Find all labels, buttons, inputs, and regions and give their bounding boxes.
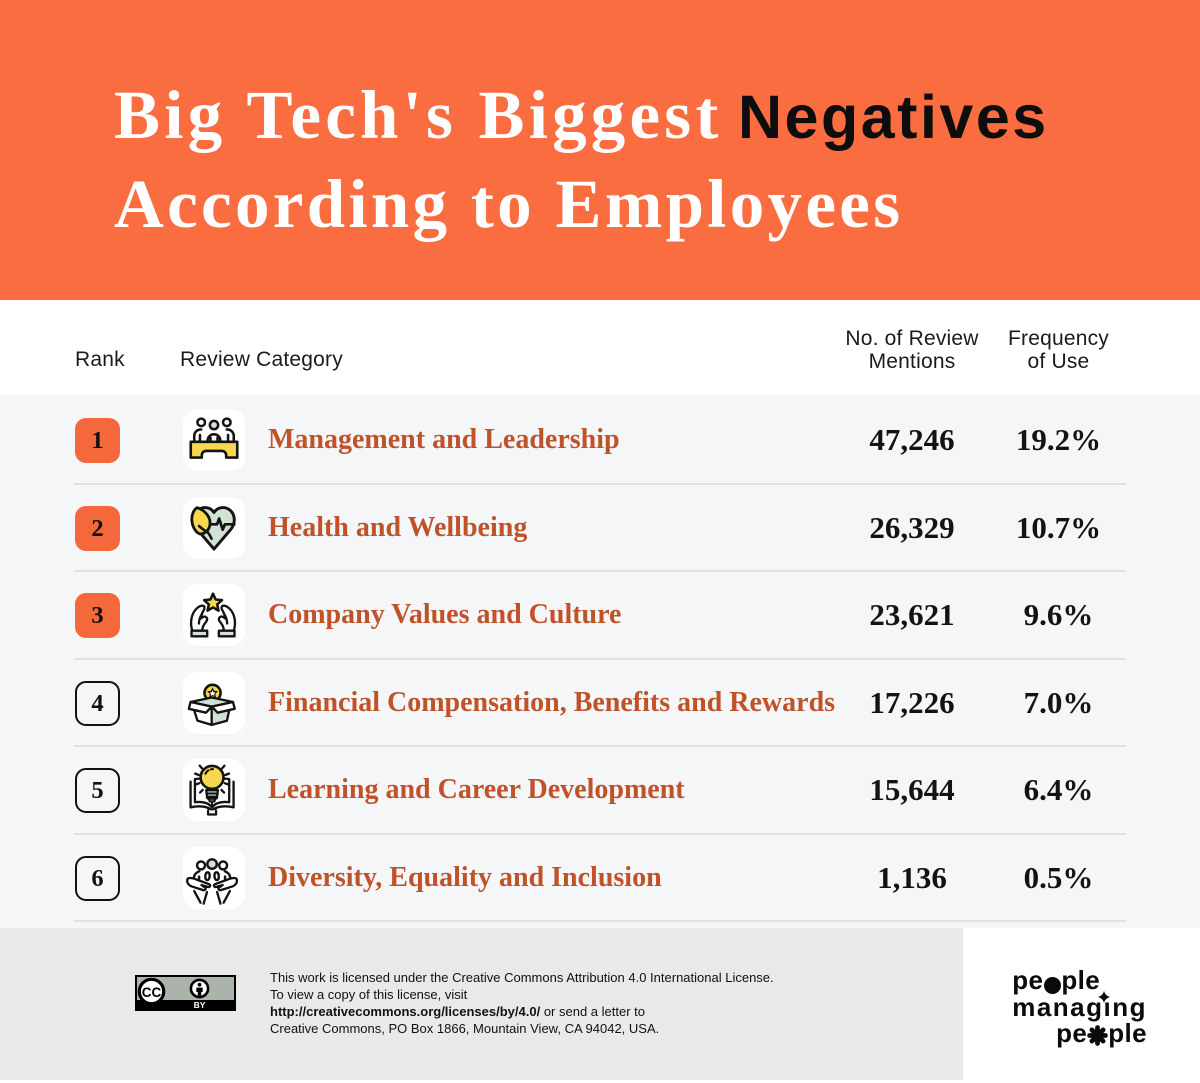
svg-text:BY: BY (194, 1000, 206, 1010)
svg-text:CC: CC (142, 985, 162, 1000)
